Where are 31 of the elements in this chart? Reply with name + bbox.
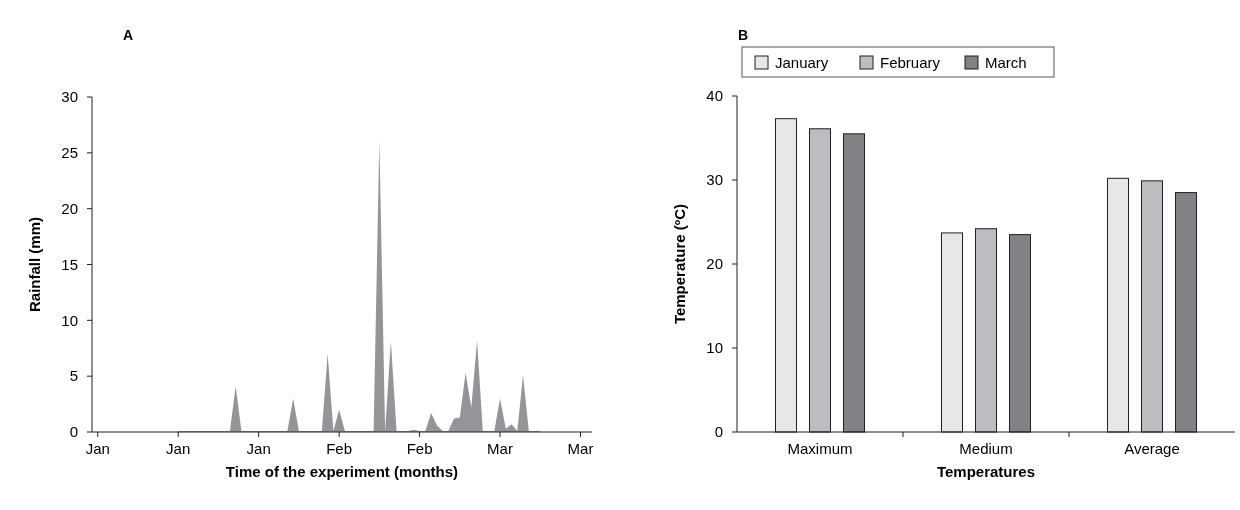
x-axis-title: Temperatures	[936, 463, 1036, 480]
y-tick-label: 0	[714, 423, 723, 441]
y-tick-label: 30	[706, 171, 723, 189]
x-tick-label: Feb	[406, 440, 433, 457]
x-tick-label: Mar	[567, 440, 594, 457]
x-tick-label: Jan	[85, 440, 110, 457]
x-axis-title: Time of the experiment (months)	[225, 463, 459, 480]
x-tick-label: Mar	[487, 440, 513, 457]
y-tick-label: 10	[706, 339, 723, 357]
x-tick-label: Medium	[959, 440, 1013, 457]
legend-label: March	[985, 53, 1027, 71]
chart-title: B	[738, 27, 749, 43]
y-tick-label: 40	[706, 87, 723, 105]
y-axis-title: Temperature (ºC)	[671, 203, 688, 325]
y-tick-label: 20	[706, 255, 723, 273]
legend-label: February	[880, 53, 941, 71]
x-tick-label: Jan	[246, 440, 271, 457]
x-tick-label: Feb	[326, 440, 353, 457]
y-tick-label: 30	[61, 88, 78, 106]
y-tick-label: 15	[61, 255, 78, 273]
y-tick-label: 0	[69, 423, 78, 441]
y-tick-label: 10	[61, 311, 78, 329]
y-tick-label: 5	[69, 367, 78, 385]
x-tick-label: Maximum	[787, 440, 853, 457]
chart-title: A	[123, 27, 134, 43]
y-tick-label: 20	[61, 199, 78, 217]
y-tick-label: 25	[61, 144, 78, 162]
x-tick-label: Jan	[166, 440, 191, 457]
y-axis-title: Rainfall (mm)	[26, 216, 43, 313]
legend-label: January	[775, 53, 829, 71]
x-tick-label: Average	[1124, 440, 1180, 457]
